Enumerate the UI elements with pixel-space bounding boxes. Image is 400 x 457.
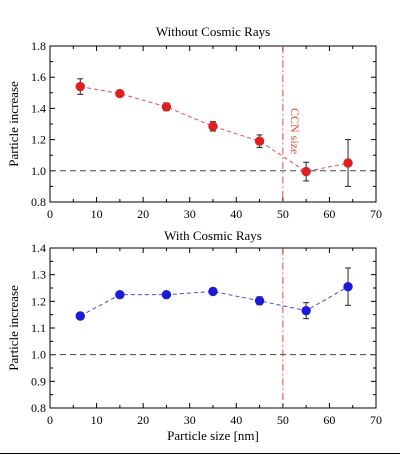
chart-1: 0 10 20 30 40 50 60 70 0.8 1.0 1.2 1.4 1.6 1.8 CCN siz… [6,24,382,221]
data-point [75,311,85,321]
ccn-size-label: CCN size [288,108,302,154]
y-tick-label: 1.4 [31,101,46,115]
chart-2: 0 10 20 30 40 50 60 70 0.8 0.9 1.0 1.1 1.2 1.3 1.4 With… [6,228,382,443]
y-tick-label: 1.0 [31,348,46,362]
y-tick-label: 1.1 [31,321,46,335]
plot-frame [49,247,377,409]
x-tick-label: 60 [323,207,335,221]
data-point [301,305,311,316]
x-tick-label: 50 [277,207,289,221]
x-tick-label: 20 [137,207,149,221]
y-tick-label: 1.2 [31,294,46,308]
y-tick-label: 0.9 [31,374,46,388]
x-tick-label: 40 [230,413,242,427]
data-point [254,136,265,146]
x-tick-label: 70 [370,207,382,221]
x-tick-label: 20 [137,413,149,427]
data-point [208,121,218,132]
x-axis-label: Particle size [nm] [167,428,259,443]
y-axis-label: Particle increase [6,81,21,167]
data-point [343,158,353,168]
x-tick-label: 70 [370,413,382,427]
y-tick-label: 1.6 [31,70,46,84]
data-point [115,88,125,99]
y-tick-label: 1.4 [31,241,46,255]
data-point [161,102,172,112]
data-point [75,81,85,92]
y-axis-label: Particle increase [6,285,21,371]
x-tick-label: 60 [323,413,335,427]
x-tick-label: 30 [184,207,196,221]
data-point [208,286,218,297]
x-tick-label: 0 [47,413,53,427]
y-tick-label: 1.8 [31,39,46,53]
y-tick-label: 1.3 [31,268,46,282]
x-tick-label: 50 [277,413,289,427]
y-tick-label: 0.8 [31,195,46,209]
data-point [115,289,125,300]
x-tick-label: 10 [91,207,103,221]
chart-title: Without Cosmic Rays [156,24,270,39]
y-tick-label: 1.2 [31,133,46,147]
data-point [254,296,265,306]
bottom-rule [0,453,400,454]
x-tick-label: 10 [91,413,103,427]
x-tick-label: 40 [230,207,242,221]
data-point [161,289,172,300]
y-tick-label: 0.8 [31,401,46,415]
data-point [343,281,353,292]
data-point [301,166,311,177]
y-tick-label: 1.0 [31,164,46,178]
x-tick-label: 0 [47,207,53,221]
x-tick-label: 30 [184,413,196,427]
chart-title: With Cosmic Rays [164,228,262,243]
